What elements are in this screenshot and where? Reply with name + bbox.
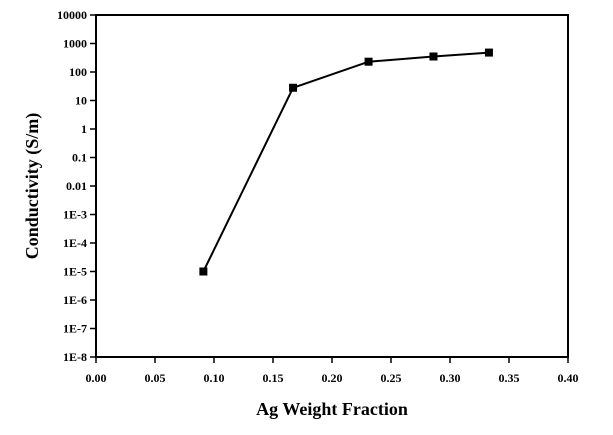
- data-point: [364, 57, 373, 66]
- y-tick-label: 0.1: [72, 151, 87, 165]
- x-tick-label: 0.00: [86, 371, 107, 385]
- y-tick-label: 1E-4: [63, 236, 87, 250]
- x-tick-label: 0.40: [558, 371, 579, 385]
- x-tick-label: 0.35: [499, 371, 520, 385]
- y-tick-label: 1E-8: [63, 350, 87, 364]
- y-tick-label: 10: [75, 94, 87, 108]
- series-line: [202, 51, 490, 272]
- data-point: [484, 48, 493, 57]
- x-axis: 0.00 0.05 0.10 0.15 0.20 0.25 0.30 0.35 0.40: [86, 357, 579, 385]
- y-tick-label: 10000: [57, 8, 87, 22]
- y-tick-label: 1000: [63, 37, 87, 51]
- x-tick-label: 0.15: [263, 371, 284, 385]
- y-tick-label: 1E-3: [63, 208, 87, 222]
- data-point: [429, 52, 438, 61]
- x-tick-label: 0.10: [204, 371, 225, 385]
- x-tick-label: 0.30: [440, 371, 461, 385]
- data-point: [199, 267, 208, 276]
- plot-area: [95, 14, 569, 358]
- data-point: [289, 83, 298, 92]
- y-axis: 1E-8 1E-7 1E-6 1E-5 1E-4 1E-3 0.01 0.1 1 10 100 100…: [57, 8, 96, 364]
- x-tick-label: 0.25: [381, 371, 402, 385]
- x-tick-label: 0.20: [322, 371, 343, 385]
- y-axis-title: Conductivity (S/m): [22, 113, 43, 260]
- x-tick-label: 0.05: [145, 371, 166, 385]
- series-layer: [199, 48, 493, 276]
- y-tick-label: 1E-5: [63, 265, 87, 279]
- y-tick-label: 0.01: [66, 179, 87, 193]
- y-tick-label: 1: [81, 122, 87, 136]
- x-axis-title: Ag Weight Fraction: [256, 399, 408, 419]
- y-tick-label: 1E-7: [63, 322, 87, 336]
- y-tick-label: 100: [69, 65, 87, 79]
- y-tick-label: 1E-6: [63, 293, 87, 307]
